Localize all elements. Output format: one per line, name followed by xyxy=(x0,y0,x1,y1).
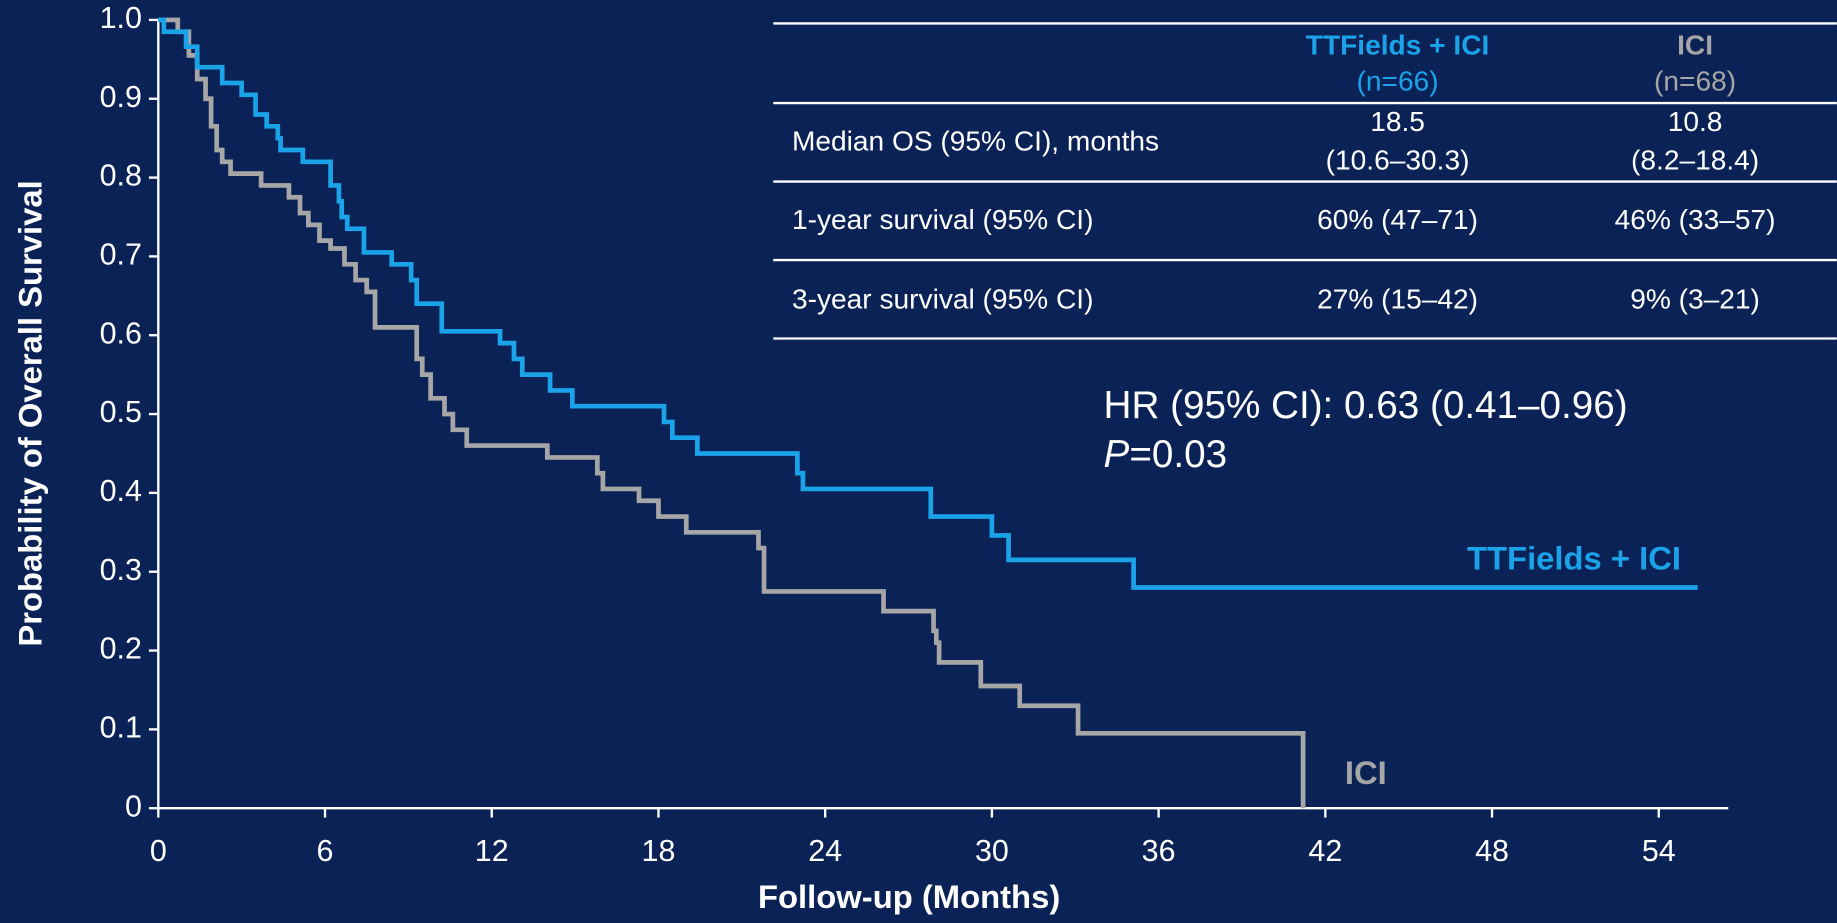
curve-label: ICI xyxy=(1345,754,1387,791)
table-cell: 10.8 xyxy=(1668,106,1723,137)
survival-curve xyxy=(158,17,1306,809)
table-header-n: (n=68) xyxy=(1654,66,1736,97)
table-cell: (8.2–18.4) xyxy=(1631,145,1759,176)
curve-label: TTFields + ICI xyxy=(1467,540,1681,577)
y-tick-label: 1.0 xyxy=(100,1,142,35)
table-row-label: 3-year survival (95% CI) xyxy=(792,283,1093,314)
y-tick-label: 0 xyxy=(125,789,142,823)
p-text: =0.03 xyxy=(1129,433,1227,476)
table-header-n: (n=66) xyxy=(1357,66,1439,97)
y-tick-label: 0.2 xyxy=(100,632,142,666)
x-tick-label: 48 xyxy=(1475,834,1509,868)
y-tick-label: 0.7 xyxy=(100,237,142,271)
x-tick-label: 36 xyxy=(1142,834,1176,868)
hr-text: HR (95% CI): 0.63 (0.41–0.96) xyxy=(1104,384,1628,427)
y-tick-label: 0.5 xyxy=(100,395,142,429)
table-cell: 60% (47–71) xyxy=(1317,204,1478,235)
table-row-label: Median OS (95% CI), months xyxy=(792,125,1159,156)
x-tick-label: 54 xyxy=(1642,834,1676,868)
table-cell: 46% (33–57) xyxy=(1615,204,1776,235)
x-axis-title: Follow-up (Months) xyxy=(758,878,1060,915)
p-symbol: P xyxy=(1104,433,1130,476)
x-tick-label: 12 xyxy=(475,834,509,868)
x-tick-label: 0 xyxy=(150,834,167,868)
x-tick-label: 6 xyxy=(317,834,334,868)
x-tick-label: 42 xyxy=(1308,834,1342,868)
y-tick-label: 0.9 xyxy=(100,80,142,114)
p-value: P=0.03 xyxy=(1104,433,1228,476)
x-tick-label: 24 xyxy=(808,834,842,868)
x-tick-label: 30 xyxy=(975,834,1009,868)
y-tick-label: 0.6 xyxy=(100,316,142,350)
survival-curve xyxy=(158,17,1698,590)
table-cell: 9% (3–21) xyxy=(1630,283,1760,314)
x-tick-label: 18 xyxy=(642,834,676,868)
table-row-label: 1-year survival (95% CI) xyxy=(792,204,1093,235)
table-header: ICI xyxy=(1677,29,1713,60)
y-tick-label: 0.8 xyxy=(100,159,142,193)
y-axis-title: Probability of Overall Survival xyxy=(12,180,49,646)
table-cell: 18.5 xyxy=(1370,106,1425,137)
table-header: TTFields + ICI xyxy=(1306,29,1490,60)
y-tick-label: 0.3 xyxy=(100,553,142,587)
y-tick-label: 0.4 xyxy=(100,474,142,508)
y-tick-label: 0.1 xyxy=(100,710,142,744)
table-cell: 27% (15–42) xyxy=(1317,283,1478,314)
table-cell: (10.6–30.3) xyxy=(1326,145,1470,176)
